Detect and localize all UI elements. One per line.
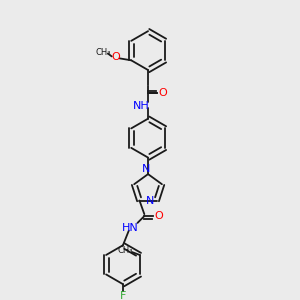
Text: CH₃: CH₃ (95, 48, 111, 57)
Text: N: N (142, 164, 150, 174)
Text: HN: HN (122, 223, 138, 233)
Text: N: N (146, 196, 154, 206)
Text: O: O (154, 211, 163, 221)
Text: CH₃: CH₃ (117, 246, 133, 255)
Text: F: F (120, 291, 126, 300)
Text: NH: NH (133, 101, 150, 111)
Text: O: O (111, 52, 120, 62)
Text: O: O (158, 88, 167, 98)
